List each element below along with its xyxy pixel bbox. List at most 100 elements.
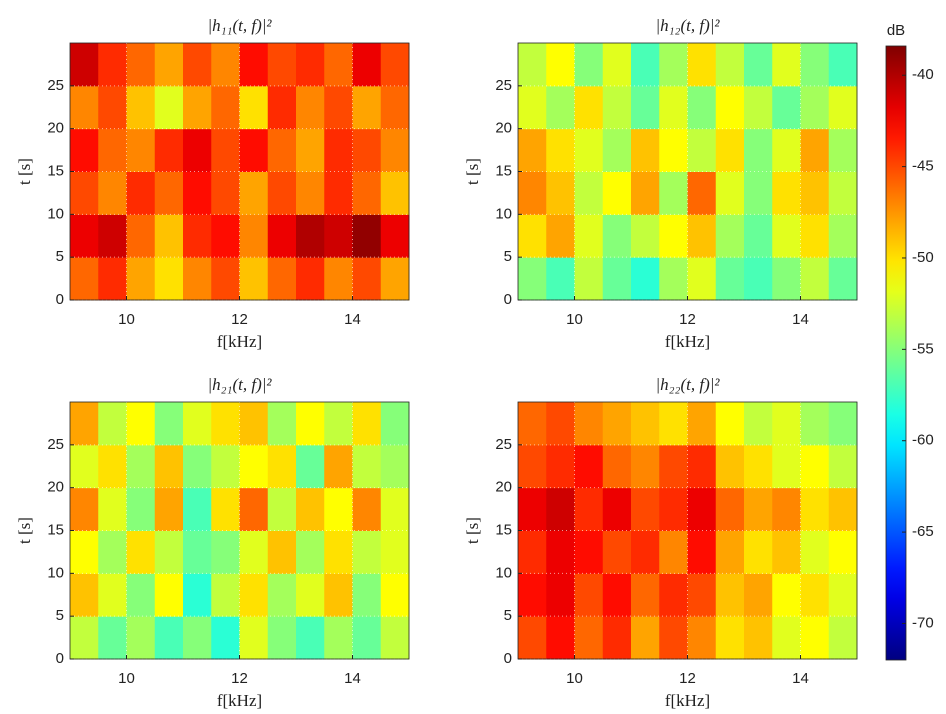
- x-tick-label: 10: [566, 670, 583, 687]
- heatmap-cell: [380, 128, 410, 172]
- heatmap-cell: [744, 257, 773, 301]
- heatmap-cell: [154, 444, 184, 489]
- heatmap-cell: [380, 402, 410, 446]
- x-tick-label: 12: [231, 311, 248, 328]
- heatmap-cell: [828, 573, 858, 617]
- heatmap-cell: [828, 530, 858, 574]
- heatmap-cell: [98, 128, 127, 172]
- y-tick-label: 25: [495, 436, 512, 453]
- heatmap-cell: [98, 444, 127, 489]
- heatmap-cell: [98, 402, 127, 446]
- heatmap-cell: [183, 85, 212, 130]
- y-tick-label: 20: [495, 120, 512, 137]
- plot-frame: [69, 42, 410, 301]
- heatmap-cell: [380, 171, 410, 215]
- heatmap-cell: [744, 616, 773, 660]
- heatmap-cell: [70, 171, 99, 215]
- heatmap-cell: [518, 171, 547, 215]
- heatmap-cell: [518, 128, 547, 172]
- heatmap-cell: [267, 85, 297, 130]
- heatmap-cell: [70, 214, 99, 258]
- heatmap-cell: [239, 128, 269, 172]
- heatmap-cell: [828, 487, 858, 531]
- y-tick-label: 10: [47, 205, 64, 222]
- heatmap-cell: [546, 257, 575, 301]
- heatmap-panel: [518, 43, 858, 301]
- heatmap-cell: [715, 530, 745, 574]
- chart-title: |h₁₁(t, f)|²: [207, 16, 272, 35]
- heatmap-cell: [772, 85, 801, 130]
- heatmap-cell: [380, 487, 410, 531]
- heatmap-cell: [574, 43, 604, 87]
- heatmap-cell: [154, 85, 184, 130]
- heatmap-cell: [602, 573, 632, 617]
- heatmap-cell: [183, 487, 212, 531]
- heatmap-cell: [828, 43, 858, 87]
- heatmap-cell: [98, 257, 127, 301]
- plot-frame: [517, 42, 858, 301]
- y-tick-label: 0: [56, 650, 64, 667]
- heatmap-cell: [715, 257, 745, 301]
- heatmap-panel: [518, 402, 858, 660]
- heatmap-cell: [659, 214, 688, 258]
- heatmap-cell: [267, 171, 297, 215]
- heatmap-cell: [744, 214, 773, 258]
- heatmap-cell: [744, 43, 773, 87]
- heatmap-cell: [267, 487, 297, 531]
- heatmap-cell: [715, 214, 745, 258]
- heatmap-cell: [296, 128, 325, 172]
- heatmap-cell: [183, 444, 212, 489]
- heatmap-cell: [687, 487, 717, 531]
- heatmap-cell: [518, 444, 547, 489]
- heatmap-cell: [574, 402, 604, 446]
- heatmap-cell: [574, 257, 604, 301]
- heatmap-cell: [296, 43, 325, 87]
- heatmap-cell: [324, 444, 353, 489]
- heatmap-cell: [211, 487, 240, 531]
- heatmap-cell: [98, 487, 127, 531]
- heatmap-cell: [602, 487, 632, 531]
- heatmap-cell: [659, 573, 688, 617]
- y-tick-label: 25: [47, 436, 64, 453]
- y-tick-label: 10: [495, 564, 512, 581]
- heatmap-cell: [296, 616, 325, 660]
- heatmap-cell: [154, 257, 184, 301]
- heatmap-cell: [828, 214, 858, 258]
- heatmap-cell: [324, 573, 353, 617]
- heatmap-cell: [800, 530, 830, 574]
- heatmap-cell: [296, 573, 325, 617]
- y-axis-label: t [s]: [463, 517, 482, 544]
- heatmap-cell: [744, 573, 773, 617]
- heatmap-cell: [296, 257, 325, 301]
- heatmap-cell: [70, 616, 99, 660]
- heatmap-cell: [687, 444, 717, 489]
- heatmap-cell: [828, 257, 858, 301]
- heatmap-cell: [324, 171, 353, 215]
- colorbar: [885, 45, 907, 661]
- heatmap-cell: [744, 487, 773, 531]
- heatmap-cell: [744, 402, 773, 446]
- heatmap-cell: [744, 530, 773, 574]
- heatmap-cell: [239, 214, 269, 258]
- heatmap-cell: [687, 530, 717, 574]
- heatmap-cell: [267, 402, 297, 446]
- heatmap-cell: [296, 487, 325, 531]
- heatmap-cell: [687, 85, 717, 130]
- heatmap-cell: [380, 616, 410, 660]
- heatmap-cell: [546, 43, 575, 87]
- heatmap-cell: [70, 43, 99, 87]
- y-tick-label: 10: [47, 564, 64, 581]
- x-tick-label: 10: [118, 311, 135, 328]
- heatmap-cell: [211, 85, 240, 130]
- heatmap-cell: [267, 128, 297, 172]
- heatmap-cell: [546, 616, 575, 660]
- heatmap-cell: [574, 487, 604, 531]
- heatmap-cell: [154, 487, 184, 531]
- heatmap-cell: [602, 43, 632, 87]
- heatmap-cell: [98, 171, 127, 215]
- heatmap-cell: [574, 85, 604, 130]
- heatmap-cell: [687, 171, 717, 215]
- heatmap-cell: [631, 214, 660, 258]
- heatmap-cell: [126, 530, 156, 574]
- heatmap-cell: [772, 43, 801, 87]
